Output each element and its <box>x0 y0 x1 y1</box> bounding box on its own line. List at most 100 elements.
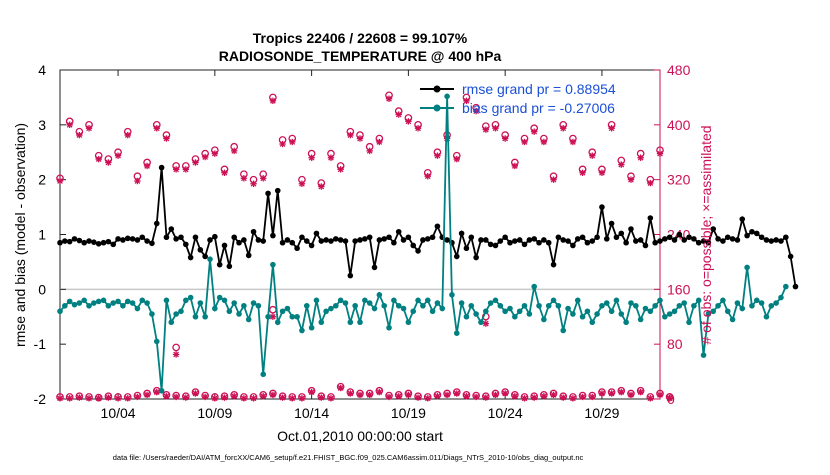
obs-assimilated-point <box>511 162 519 170</box>
bias-point <box>565 305 571 312</box>
bias-point <box>308 324 315 331</box>
rmse-point <box>192 234 199 241</box>
obs-assimilated-point <box>540 393 548 400</box>
rmse-point <box>91 239 97 245</box>
obs-assimilated-point <box>240 175 248 182</box>
obs-x-stroke <box>270 392 276 398</box>
obs-x-stroke <box>405 118 412 125</box>
obs-assimilated-point <box>201 153 209 161</box>
y-left-tick-label: 4 <box>38 62 46 78</box>
y-left-tick-label: -1 <box>34 336 47 352</box>
obs-assimilated-point <box>414 394 422 401</box>
obs-x-stroke <box>192 159 199 166</box>
obs-x-stroke <box>270 97 276 104</box>
obs-assimilated-point <box>656 150 664 157</box>
obs-x-stroke <box>289 395 296 402</box>
obs-x-stroke <box>299 395 305 402</box>
obs-assimilated-point <box>579 393 586 401</box>
bias-point <box>274 319 281 326</box>
bias-point <box>603 300 610 306</box>
obs-assimilated-point <box>501 135 509 142</box>
bias-point <box>221 297 228 304</box>
obs-assimilated-point <box>163 135 170 142</box>
legend-label: bias grand pr = -0.27006 <box>462 100 615 116</box>
obs-assimilated-point <box>501 390 509 397</box>
obs-x-stroke <box>221 169 228 176</box>
rmse-point <box>473 254 479 261</box>
obs-assimilated-point <box>463 97 470 105</box>
obs-assimilated-point <box>434 152 441 159</box>
rmse-point <box>603 236 610 242</box>
obs-x-stroke <box>76 394 83 401</box>
rmse-point <box>633 238 639 244</box>
rmse-point <box>594 234 600 241</box>
bias-point <box>608 308 615 315</box>
obs-x-stroke <box>492 125 499 132</box>
rmse-point <box>734 237 741 243</box>
obs-x-stroke <box>608 390 615 397</box>
bias-point <box>86 302 92 309</box>
bias-point <box>250 300 257 306</box>
bias-point <box>216 294 223 301</box>
obs-assimilated-point <box>530 394 538 401</box>
rmse-point <box>565 238 571 244</box>
obs-assimilated-point <box>560 394 567 401</box>
rmse-point <box>686 234 692 241</box>
bias-point <box>187 294 194 301</box>
obs-x-stroke <box>570 139 576 145</box>
obs-x-stroke <box>395 393 402 400</box>
obs-assimilated-point <box>298 180 306 187</box>
obs-assimilated-point <box>618 161 625 168</box>
obs-x-stroke <box>560 125 567 132</box>
obs-assimilated-point <box>647 179 654 187</box>
obs-assimilated-point <box>85 395 93 402</box>
bias-point <box>734 300 741 306</box>
rmse-point <box>366 234 373 241</box>
obs-assimilated-point <box>608 125 615 132</box>
bias-point <box>168 319 175 326</box>
rmse-point <box>739 216 746 222</box>
rmse-point <box>662 236 668 242</box>
rmse-point <box>226 263 233 270</box>
rmse-point <box>158 164 165 171</box>
obs-x-stroke <box>618 161 625 168</box>
obs-assimilated-point <box>76 131 83 139</box>
rmse-point <box>279 239 286 246</box>
obs-assimilated-point <box>172 351 180 358</box>
rmse-point <box>763 237 770 243</box>
rmse-point <box>507 239 513 246</box>
bias-point <box>483 308 489 315</box>
bias-point <box>163 297 170 304</box>
obs-assimilated-point <box>192 390 199 397</box>
obs-x-stroke <box>608 125 615 132</box>
obs-x-stroke <box>153 125 160 132</box>
rmse-point <box>231 234 237 241</box>
rmse-point <box>536 239 542 246</box>
bias-point <box>226 308 233 315</box>
obs-x-stroke <box>95 156 102 162</box>
rmse-point <box>202 253 208 260</box>
obs-assimilated-point <box>66 395 73 402</box>
rmse-point <box>115 236 121 242</box>
obs-x-stroke <box>250 395 257 402</box>
y-right-tick-label: 320 <box>667 172 691 188</box>
bias-point <box>749 302 755 309</box>
obs-assimilated-point <box>550 176 557 183</box>
bias-point <box>550 297 557 304</box>
bias-point <box>313 297 320 304</box>
rmse-point <box>783 234 789 241</box>
obs-assimilated-point <box>569 138 577 146</box>
rmse-point <box>628 226 634 232</box>
rmse-point <box>95 241 102 247</box>
obs-x-stroke <box>241 395 247 402</box>
bias-point <box>758 300 765 306</box>
obs-assimilated-point <box>569 395 577 402</box>
rmse-point <box>599 204 605 210</box>
obs-assimilated-point <box>260 393 267 400</box>
obs-assimilated-point <box>443 391 451 399</box>
rmse-point <box>352 238 358 244</box>
obs-assimilated-point <box>114 152 122 159</box>
obs-x-stroke <box>366 392 373 398</box>
rmse-point <box>342 238 349 244</box>
rmse-point <box>492 242 499 249</box>
